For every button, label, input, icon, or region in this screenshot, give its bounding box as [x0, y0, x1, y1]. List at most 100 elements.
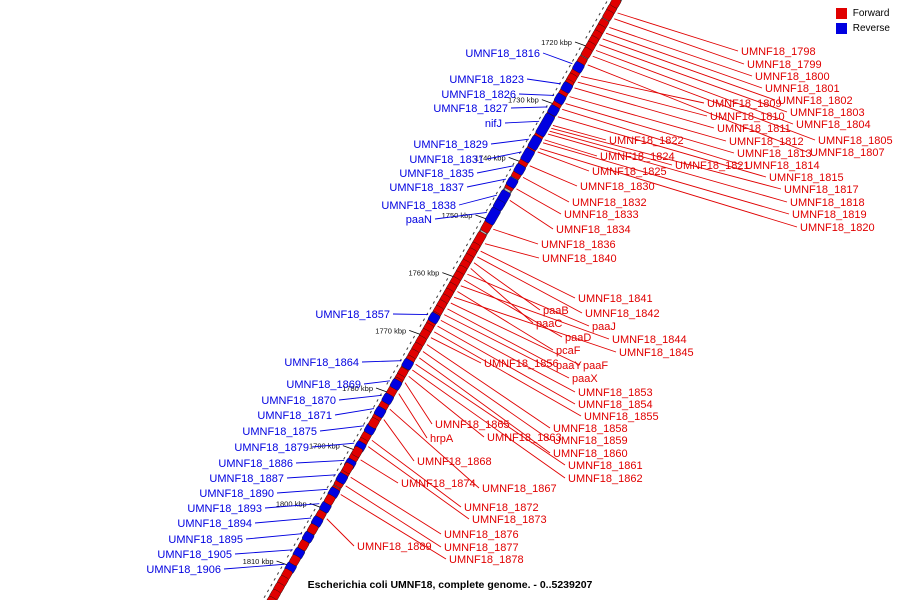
- gene-block[interactable]: [492, 198, 506, 211]
- gene-block[interactable]: [580, 47, 593, 60]
- gene-label[interactable]: UMNF18_1870: [261, 395, 336, 407]
- gene-block[interactable]: [572, 61, 585, 74]
- gene-label[interactable]: UMNF18_1853: [578, 387, 653, 399]
- gene-label[interactable]: UMNF18_1810: [710, 111, 785, 123]
- gene-block[interactable]: [547, 104, 560, 117]
- gene-label[interactable]: pcaF: [556, 345, 581, 357]
- gene-label[interactable]: UMNF18_1906: [146, 564, 221, 576]
- gene-block[interactable]: [289, 554, 301, 567]
- gene-label[interactable]: UMNF18_1832: [572, 197, 647, 209]
- gene-label[interactable]: UMNF18_1819: [792, 209, 867, 221]
- gene-label[interactable]: UMNF18_1862: [568, 473, 643, 485]
- gene-label[interactable]: nifJ: [485, 118, 502, 130]
- gene-label[interactable]: UMNF18_1801: [765, 83, 840, 95]
- gene-label[interactable]: UMNF18_1874: [401, 478, 476, 490]
- gene-label[interactable]: UMNF18_1844: [612, 334, 687, 346]
- gene-label[interactable]: UMNF18_1841: [578, 293, 653, 305]
- gene-label[interactable]: UMNF18_1886: [218, 458, 293, 470]
- gene-label[interactable]: UMNF18_1804: [796, 119, 871, 131]
- gene-label[interactable]: UMNF18_1811: [717, 123, 791, 135]
- gene-label[interactable]: UMNF18_1840: [542, 253, 617, 265]
- gene-label[interactable]: paaY: [556, 360, 582, 372]
- gene-label[interactable]: UMNF18_1834: [556, 224, 631, 236]
- gene-label[interactable]: UMNF18_1877: [444, 542, 519, 554]
- gene-label[interactable]: UMNF18_1809: [707, 98, 782, 110]
- gene-label[interactable]: UMNF18_1815: [769, 172, 844, 184]
- gene-label[interactable]: UMNF18_1807: [810, 147, 885, 159]
- gene-label[interactable]: UMNF18_1858: [553, 423, 628, 435]
- gene-label[interactable]: UMNF18_1823: [449, 74, 524, 86]
- gene-label[interactable]: UMNF18_1817: [784, 184, 859, 196]
- gene-label[interactable]: paaX: [572, 373, 598, 385]
- gene-label[interactable]: UMNF18_1836: [541, 239, 616, 251]
- gene-label[interactable]: UMNF18_1859: [553, 435, 628, 447]
- gene-label[interactable]: UMNF18_1894: [177, 518, 252, 530]
- gene-block[interactable]: [505, 176, 519, 189]
- gene-label[interactable]: UMNF18_1830: [580, 181, 655, 193]
- gene-label[interactable]: UMNF18_1861: [568, 460, 643, 472]
- gene-label[interactable]: UMNF18_1868: [417, 456, 492, 468]
- gene-label[interactable]: UMNF18_1825: [592, 166, 667, 178]
- gene-label[interactable]: paaJ: [592, 321, 616, 333]
- gene-block[interactable]: [535, 112, 555, 137]
- gene-label[interactable]: UMNF18_1799: [747, 59, 822, 71]
- gene-label[interactable]: UMNF18_1831: [409, 154, 484, 166]
- gene-label[interactable]: UMNF18_1864: [284, 357, 359, 369]
- gene-block[interactable]: [609, 0, 622, 9]
- gene-label[interactable]: UMNF18_1805: [818, 135, 893, 147]
- gene-block[interactable]: [527, 134, 542, 151]
- gene-block[interactable]: [351, 446, 363, 459]
- gene-label[interactable]: UMNF18_1838: [381, 200, 456, 212]
- gene-label[interactable]: UMNF18_1803: [790, 107, 865, 119]
- gene-block[interactable]: [342, 462, 354, 475]
- gene-block[interactable]: [297, 539, 310, 552]
- gene-label[interactable]: UMNF18_1826: [441, 89, 516, 101]
- gene-label[interactable]: UMNF18_1875: [242, 426, 317, 438]
- gene-label[interactable]: UMNF18_1821: [675, 160, 750, 172]
- gene-label[interactable]: hrpA: [430, 433, 454, 445]
- gene-label[interactable]: UMNF18_1822: [609, 135, 684, 147]
- gene-block[interactable]: [401, 358, 414, 371]
- gene-block[interactable]: [560, 81, 573, 94]
- gene-label[interactable]: UMNF18_1872: [464, 502, 539, 514]
- gene-block[interactable]: [513, 163, 526, 176]
- gene-label[interactable]: UMNF18_1800: [755, 71, 830, 83]
- gene-block[interactable]: [553, 92, 567, 105]
- gene-label[interactable]: UMNF18_1887: [209, 473, 284, 485]
- gene-label[interactable]: UMNF18_1876: [444, 529, 519, 541]
- gene-label[interactable]: UMNF18_1798: [741, 46, 816, 58]
- gene-block[interactable]: [368, 417, 380, 430]
- gene-label[interactable]: UMNF18_1865: [435, 419, 510, 431]
- gene-label[interactable]: UMNF18_1895: [168, 534, 243, 546]
- gene-block[interactable]: [323, 493, 336, 506]
- gene-label[interactable]: UMNF18_1824: [600, 151, 675, 163]
- gene-label[interactable]: UMNF18_1835: [399, 168, 474, 180]
- gene-label[interactable]: UMNF18_1818: [790, 197, 865, 209]
- gene-label[interactable]: UMNF18_1856: [484, 358, 559, 370]
- gene-label[interactable]: UMNF18_1842: [585, 308, 660, 320]
- gene-label[interactable]: UMNF18_1829: [413, 139, 488, 151]
- gene-label[interactable]: UMNF18_1879: [234, 442, 309, 454]
- gene-label[interactable]: UMNF18_1837: [389, 182, 464, 194]
- gene-label[interactable]: UMNF18_1873: [472, 514, 547, 526]
- gene-block[interactable]: [307, 523, 319, 536]
- gene-label[interactable]: UMNF18_1863: [487, 432, 562, 444]
- gene-label[interactable]: UMNF18_1869: [286, 379, 361, 391]
- gene-label[interactable]: UMNF18_1814: [745, 160, 820, 172]
- gene-label[interactable]: paaF: [583, 360, 608, 372]
- gene-label[interactable]: paaB: [543, 305, 569, 317]
- gene-block[interactable]: [427, 311, 441, 324]
- gene-block[interactable]: [602, 9, 614, 22]
- gene-label[interactable]: UMNF18_1855: [584, 411, 659, 423]
- gene-label[interactable]: UMNF18_1820: [800, 222, 875, 234]
- gene-label[interactable]: UMNF18_1889: [357, 541, 432, 553]
- gene-label[interactable]: paaC: [536, 318, 562, 330]
- gene-block[interactable]: [335, 472, 348, 485]
- gene-label[interactable]: UMNF18_1905: [157, 549, 232, 561]
- gene-label[interactable]: UMNF18_1802: [778, 95, 853, 107]
- gene-label[interactable]: UMNF18_1816: [465, 48, 540, 60]
- gene-block[interactable]: [389, 378, 403, 391]
- gene-label[interactable]: UMNF18_1890: [199, 488, 274, 500]
- gene-label[interactable]: UMNF18_1871: [257, 410, 332, 422]
- gene-label[interactable]: UMNF18_1857: [315, 309, 390, 321]
